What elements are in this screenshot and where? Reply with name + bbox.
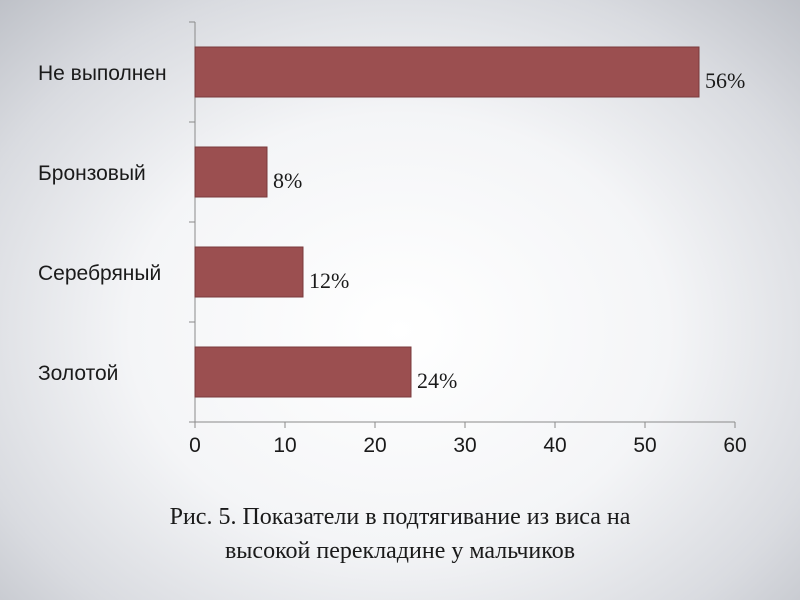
data-label: 56% xyxy=(705,68,745,93)
figure-caption: Рис. 5. Показатели в подтягивание из вис… xyxy=(0,500,800,568)
bar-4 xyxy=(194,46,700,98)
data-label: 8% xyxy=(273,168,302,193)
bar-2 xyxy=(194,246,304,298)
bar-chart: 0 10 20 30 40 50 60 Золотой 24% Серебряный 12% Брон… xyxy=(38,21,747,457)
x-tick-label: 0 xyxy=(189,434,201,457)
category-label: Серебряный xyxy=(38,262,161,285)
x-tick-label: 10 xyxy=(273,434,296,457)
caption-line-1: Рис. 5. Показатели в подтягивание из вис… xyxy=(169,504,631,530)
x-tick-label: 60 xyxy=(723,434,746,457)
category-label: Не выполнен xyxy=(38,62,167,85)
x-tick-label: 30 xyxy=(453,434,476,457)
bar-1 xyxy=(194,346,412,398)
caption-line-2: высокой перекладине у мальчиков xyxy=(224,538,576,564)
x-tick-label: 50 xyxy=(633,434,656,457)
bar-3 xyxy=(194,146,268,198)
x-tick-label: 40 xyxy=(543,434,566,457)
category-label: Золотой xyxy=(38,362,118,385)
data-label: 12% xyxy=(309,268,349,293)
x-tick-label: 20 xyxy=(363,434,386,457)
category-label: Бронзовый xyxy=(38,162,146,185)
plot-area: 0 10 20 30 40 50 60 Золотой 24% Серебряный 12% Брон… xyxy=(38,21,747,457)
data-label: 24% xyxy=(417,368,457,393)
